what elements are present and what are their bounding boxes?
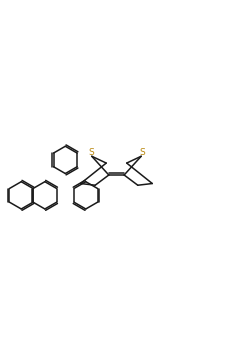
Text: S: S: [139, 148, 145, 158]
Text: S: S: [88, 148, 94, 158]
